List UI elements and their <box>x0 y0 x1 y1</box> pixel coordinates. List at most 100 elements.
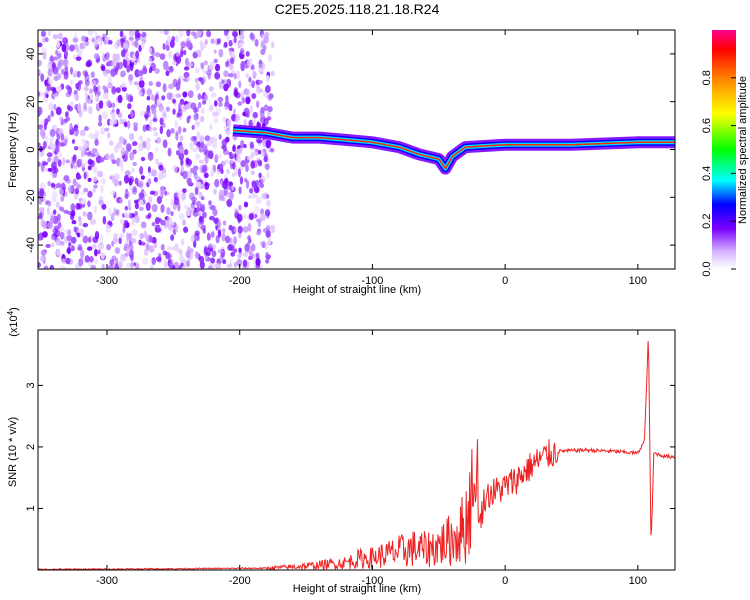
noise-blob <box>180 40 187 48</box>
noise-blob <box>128 36 134 41</box>
noise-blob <box>200 107 205 114</box>
noise-blob <box>65 257 71 265</box>
noise-blob <box>165 207 171 216</box>
noise-blob <box>254 205 260 215</box>
noise-blob <box>192 200 196 206</box>
noise-blob <box>145 142 151 151</box>
noise-blob <box>131 229 138 237</box>
noise-blob <box>116 174 121 180</box>
noise-blob <box>73 146 79 151</box>
noise-blob <box>238 204 242 211</box>
noise-blob <box>271 41 275 49</box>
noise-blob <box>243 201 249 208</box>
noise-blob <box>151 107 157 115</box>
noise-blob <box>224 159 229 164</box>
noise-blob <box>114 247 121 255</box>
noise-blob <box>125 221 130 229</box>
noise-blob <box>222 117 227 122</box>
noise-blob <box>104 127 110 132</box>
noise-blob <box>143 248 149 256</box>
noise-blob <box>174 120 178 129</box>
noise-blob <box>138 206 144 212</box>
noise-blob <box>73 164 78 170</box>
noise-blob <box>44 265 49 269</box>
noise-blob <box>59 231 65 240</box>
noise-blob <box>218 101 223 107</box>
noise-blob <box>123 59 128 69</box>
noise-blob <box>184 57 190 67</box>
noise-blob <box>123 43 130 49</box>
noise-blob <box>176 248 183 254</box>
noise-blob <box>60 206 65 212</box>
noise-blob <box>73 226 77 233</box>
noise-blob <box>178 213 185 221</box>
noise-blob <box>155 81 162 88</box>
noise-blob <box>230 185 235 191</box>
noise-blob <box>128 132 135 141</box>
noise-blob <box>82 235 89 244</box>
noise-blob <box>158 164 164 171</box>
noise-blob <box>266 170 270 180</box>
noise-blob <box>92 236 99 244</box>
noise-blob <box>93 85 97 93</box>
noise-blob <box>43 197 47 203</box>
noise-blob <box>262 122 266 128</box>
noise-blob <box>148 81 153 87</box>
noise-blob <box>197 49 202 58</box>
noise-blob <box>190 234 196 243</box>
noise-blob <box>80 149 85 158</box>
noise-blob <box>247 222 252 232</box>
noise-blob <box>53 92 59 98</box>
noise-blob <box>236 213 243 223</box>
noise-blob <box>140 175 145 180</box>
noise-blob <box>120 70 127 77</box>
noise-blob <box>66 104 71 110</box>
noise-blob <box>120 146 126 156</box>
noise-blob <box>113 232 118 240</box>
noise-blob <box>268 93 274 100</box>
noise-blob <box>59 240 65 246</box>
noise-blob <box>198 116 204 122</box>
noise-blob <box>200 224 206 231</box>
noise-blob <box>55 49 59 56</box>
noise-blob <box>180 165 184 174</box>
noise-blob <box>186 260 191 268</box>
noise-blob <box>97 90 102 96</box>
colorbar-tick-label: 0.6 <box>701 118 713 133</box>
noise-blob <box>187 170 192 178</box>
noise-blob <box>262 228 269 233</box>
noise-blob <box>238 80 242 89</box>
noise-blob <box>200 62 204 67</box>
noise-blob <box>152 126 158 132</box>
noise-blob <box>245 88 251 98</box>
noise-blob <box>250 170 255 176</box>
noise-blob <box>219 163 224 170</box>
noise-blob <box>115 87 121 93</box>
noise-blob <box>243 119 248 128</box>
noise-blob <box>106 243 112 251</box>
noise-blob <box>214 63 221 72</box>
noise-blob <box>251 80 256 89</box>
noise-blob <box>142 140 147 149</box>
noise-blob <box>129 62 134 72</box>
noise-blob <box>78 257 84 267</box>
noise-blob <box>129 110 134 119</box>
noise-blob <box>94 30 98 37</box>
noise-blob <box>133 81 139 86</box>
noise-blob <box>248 213 254 221</box>
noise-blob <box>69 101 75 106</box>
noise-blob <box>78 216 82 222</box>
noise-blob <box>256 159 263 164</box>
noise-blob <box>91 147 98 154</box>
noise-blob <box>131 217 136 226</box>
noise-blob <box>100 65 106 72</box>
noise-blob <box>140 241 146 246</box>
noise-blob <box>221 79 225 84</box>
noise-blob <box>47 30 52 37</box>
noise-blob <box>135 262 139 268</box>
noise-blob <box>189 142 194 151</box>
noise-blob <box>125 262 132 268</box>
noise-blob <box>72 37 79 43</box>
noise-blob <box>87 200 91 208</box>
